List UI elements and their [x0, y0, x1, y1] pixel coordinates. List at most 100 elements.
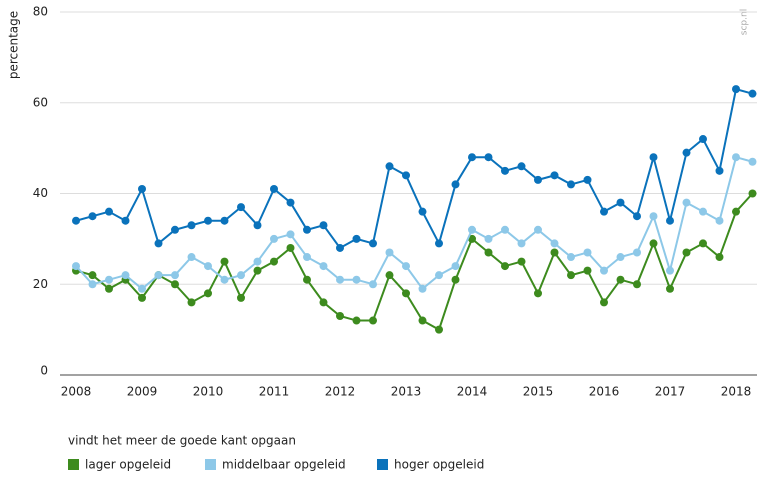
data-point	[616, 275, 625, 284]
data-point	[600, 207, 608, 216]
legend-label: hoger opgeleid	[394, 458, 484, 472]
data-point	[649, 153, 658, 162]
y-tick-label: 0	[40, 364, 48, 378]
data-point	[385, 248, 394, 257]
data-point	[286, 198, 295, 207]
data-point	[418, 207, 427, 216]
data-point	[88, 280, 97, 289]
data-point	[418, 284, 427, 293]
data-point	[336, 312, 344, 321]
data-point	[517, 239, 526, 248]
data-point	[550, 171, 559, 180]
legend-label: lager opgeleid	[85, 458, 171, 472]
data-point	[187, 298, 196, 307]
data-point	[451, 262, 460, 271]
data-point	[171, 225, 179, 234]
data-point	[435, 325, 443, 334]
data-point	[138, 184, 146, 193]
data-point	[402, 289, 410, 298]
data-point	[385, 271, 394, 280]
data-point	[369, 239, 377, 248]
data-point	[319, 221, 328, 230]
data-point	[550, 239, 559, 248]
data-point	[666, 284, 674, 293]
data-point	[220, 216, 229, 225]
data-point	[550, 248, 559, 257]
x-tick-label: 2014	[457, 385, 488, 399]
data-point	[616, 198, 625, 207]
data-point	[732, 85, 740, 94]
data-point	[451, 275, 460, 284]
data-point	[616, 253, 625, 262]
data-point	[138, 284, 146, 293]
data-point	[633, 248, 641, 257]
data-point	[237, 271, 245, 280]
y-tick-label: 80	[33, 5, 48, 19]
data-point	[303, 275, 311, 284]
data-point	[154, 271, 163, 280]
data-point	[699, 135, 707, 144]
data-point	[682, 148, 691, 157]
source: scp.nl	[740, 9, 750, 35]
data-point	[468, 153, 476, 162]
data-point	[534, 175, 542, 184]
data-point	[748, 89, 757, 98]
legend-swatch	[377, 459, 388, 470]
data-point	[187, 253, 196, 262]
data-point	[435, 271, 443, 280]
legend-swatch	[205, 459, 216, 470]
data-point	[600, 266, 608, 275]
data-point	[352, 316, 361, 325]
data-point	[699, 239, 707, 248]
data-point	[270, 184, 278, 193]
data-point	[402, 171, 410, 180]
data-point	[666, 216, 674, 225]
data-point	[88, 271, 97, 280]
data-point	[253, 221, 262, 230]
data-point	[303, 253, 311, 262]
data-point	[171, 280, 179, 289]
data-point	[748, 157, 757, 166]
x-tick-label: 2010	[193, 385, 224, 399]
data-point	[237, 203, 245, 212]
data-point	[649, 212, 658, 221]
data-point	[468, 234, 476, 243]
data-point	[72, 216, 80, 225]
data-point	[567, 253, 575, 262]
data-point	[517, 162, 526, 171]
data-point	[418, 316, 427, 325]
data-point	[666, 266, 674, 275]
data-point	[517, 257, 526, 266]
data-point	[319, 298, 328, 307]
y-axis-label: percentage	[7, 11, 21, 79]
data-point	[286, 230, 295, 239]
data-point	[385, 162, 394, 171]
data-point	[138, 293, 146, 302]
x-tick-label: 2009	[127, 385, 158, 399]
data-point	[633, 212, 641, 221]
data-point	[220, 257, 229, 266]
data-point	[600, 298, 608, 307]
data-point	[649, 239, 658, 248]
data-point	[501, 262, 509, 271]
data-point	[715, 216, 724, 225]
data-point	[220, 275, 229, 284]
data-point	[105, 207, 113, 216]
data-point	[484, 248, 493, 257]
data-point	[699, 207, 707, 216]
legend-swatch	[68, 459, 79, 470]
data-point	[501, 166, 509, 175]
data-point	[583, 248, 592, 257]
y-tick-label: 60	[33, 95, 48, 109]
data-point	[253, 257, 262, 266]
data-point	[286, 243, 295, 252]
x-tick-label: 2015	[523, 385, 554, 399]
data-point	[402, 262, 410, 271]
x-tick-label: 2011	[259, 385, 290, 399]
data-point	[682, 198, 691, 207]
data-point	[534, 225, 542, 234]
data-point	[303, 225, 311, 234]
data-point	[732, 207, 740, 216]
data-point	[105, 275, 113, 284]
data-point	[204, 216, 212, 225]
